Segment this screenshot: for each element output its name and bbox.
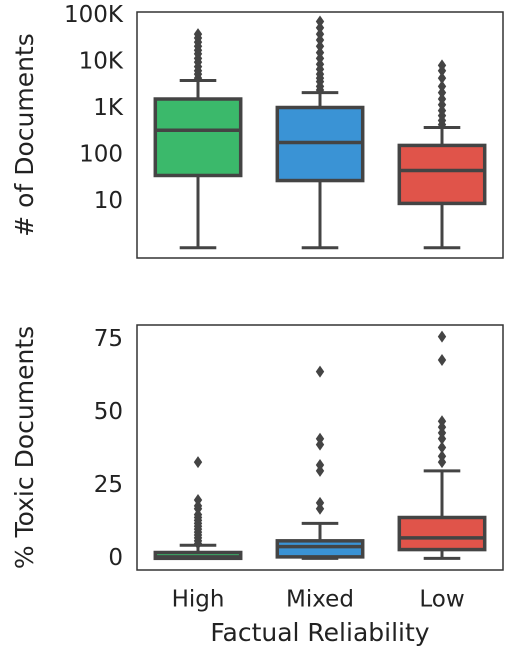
box [397,143,487,206]
outlier [437,93,447,106]
outlier [193,456,203,469]
axes-frame [136,11,504,259]
x-tick-label: Low [419,587,464,613]
y-tick-label: 100 [79,141,123,167]
outlier [437,354,447,366]
y-tick-label: 10K [79,49,124,75]
y-tick-label: 10 [94,188,123,214]
y-tick-label: 1K [93,95,124,121]
y-tick-label: 25 [94,472,123,498]
y-axis-label: # of Documents [10,33,39,236]
outlier [315,365,325,378]
outlier [437,450,447,463]
box [275,539,365,559]
box [397,515,487,552]
outlier [437,330,447,343]
axes-frame [136,324,504,571]
outlier [437,80,447,93]
outlier [315,28,325,41]
y-axis-label: % Toxic Documents [10,326,39,569]
x-tick-label: Mixed [286,587,354,613]
box [153,97,243,178]
outlier [437,72,447,85]
x-tick-label: High [172,587,225,613]
y-tick-label: 100K [64,2,124,28]
outlier [315,496,325,509]
outlier [315,432,325,445]
outlier [315,21,325,34]
outlier [193,494,203,506]
outlier [315,40,325,53]
outlier [437,415,447,428]
y-tick-label: 50 [94,399,123,425]
y-tick-label: 0 [108,545,123,571]
outlier [437,441,447,454]
outlier [315,459,325,471]
outlier [315,15,325,28]
y-tick-label: 75 [94,326,123,352]
outlier [315,46,325,59]
outlier [437,86,447,99]
outlier [437,59,447,72]
outlier [193,28,203,41]
x-axis-label: Factual Reliability [210,618,429,647]
